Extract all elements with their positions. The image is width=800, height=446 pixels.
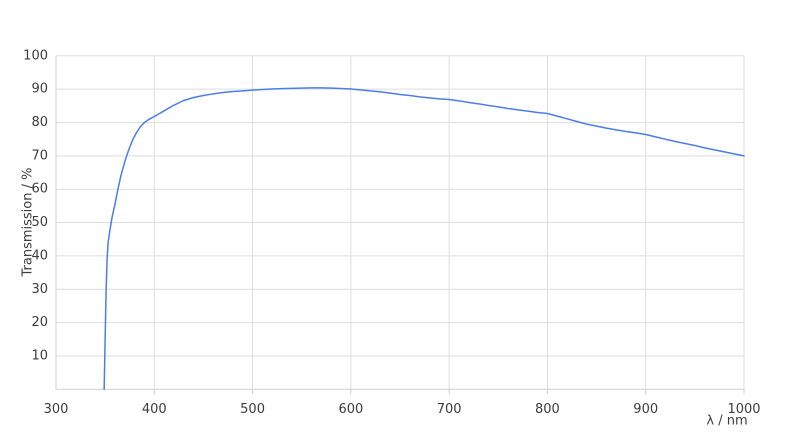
y-tick-label: 80 <box>31 115 48 130</box>
x-tick-label: 700 <box>437 402 462 417</box>
x-tick-label: 300 <box>44 402 69 417</box>
y-tick-label: 90 <box>31 82 48 97</box>
y-tick-label: 60 <box>31 182 48 197</box>
y-tick-label: 20 <box>31 315 48 330</box>
y-tick-label: 40 <box>31 248 48 263</box>
x-tick-label: 800 <box>535 402 560 417</box>
y-tick-label: 30 <box>31 282 48 297</box>
x-tick-label: 1000 <box>727 402 760 417</box>
transmission-line <box>103 87 745 391</box>
x-tick-label: 600 <box>338 402 363 417</box>
y-tick-label: 70 <box>31 148 48 163</box>
x-tick-label: 400 <box>142 402 167 417</box>
y-tick-label: 100 <box>23 48 48 63</box>
x-tick-label: 900 <box>633 402 658 417</box>
y-tick-label: 10 <box>31 348 48 363</box>
x-tick-label: 500 <box>240 402 265 417</box>
y-tick-label: 50 <box>31 215 48 230</box>
